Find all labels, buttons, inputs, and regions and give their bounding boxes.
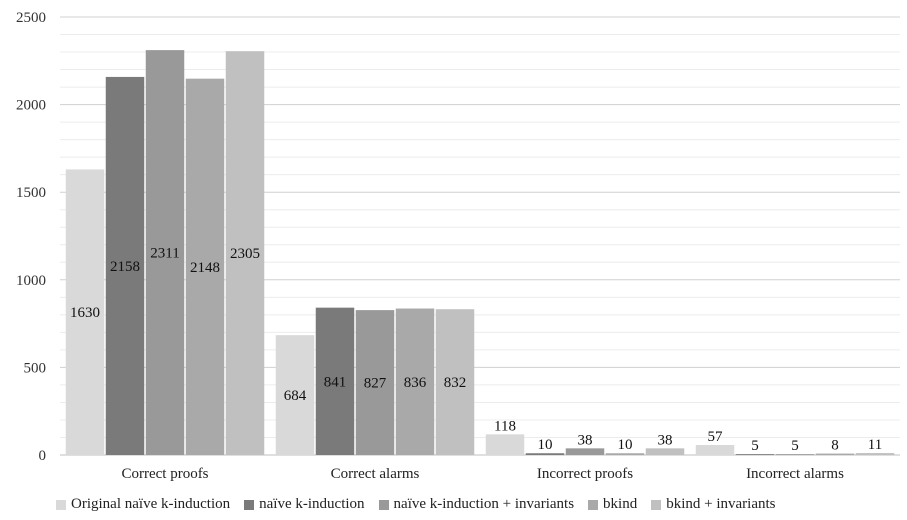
bar (565, 448, 605, 455)
data-label: 836 (404, 375, 427, 391)
bar (105, 76, 145, 456)
bar (485, 434, 525, 455)
bar (185, 78, 225, 455)
data-label: 2305 (230, 246, 260, 262)
data-label: 5 (751, 438, 759, 454)
bars (65, 50, 895, 456)
data-label: 841 (324, 374, 347, 390)
data-label: 38 (578, 432, 593, 448)
data-label: 827 (364, 376, 387, 392)
bar (695, 445, 735, 455)
y-tick-label: 1500 (16, 185, 46, 201)
legend-label: Original naïve k-induction (71, 496, 231, 512)
legend: Original naïve k-induction naïve k-induct… (56, 496, 775, 513)
bar (315, 307, 355, 455)
data-label: 10 (618, 437, 633, 453)
data-label: 832 (444, 375, 467, 391)
bar (395, 308, 435, 455)
y-tick-label: 0 (39, 448, 47, 464)
data-label: 38 (658, 432, 673, 448)
x-category-label: Incorrect alarms (746, 466, 844, 482)
bar (855, 453, 895, 455)
legend-item: naïve k-induction + invariants (378, 496, 575, 513)
bar (275, 335, 315, 455)
data-label: 1630 (70, 305, 100, 321)
legend-label: naïve k-induction + invariants (393, 496, 575, 512)
legend-swatch (588, 499, 599, 510)
bar (145, 50, 185, 456)
bar (735, 454, 775, 455)
y-tick-label: 1000 (16, 273, 46, 289)
bar (605, 453, 645, 455)
legend-swatch (56, 499, 66, 510)
bar (645, 448, 685, 455)
bar (355, 310, 395, 455)
bar (435, 309, 475, 455)
bar (225, 51, 265, 455)
legend-label: bkind (603, 496, 638, 512)
bar (775, 454, 815, 455)
y-tick-label: 2500 (16, 10, 46, 26)
x-category-label: Correct alarms (331, 466, 420, 482)
legend-swatch (244, 499, 255, 510)
legend-swatch (378, 499, 389, 510)
data-label: 118 (494, 418, 516, 434)
data-label: 8 (831, 438, 839, 454)
bar (815, 453, 855, 455)
data-label: 57 (708, 429, 724, 445)
y-tick-label: 500 (24, 360, 47, 376)
y-tick-label: 2000 (16, 98, 46, 114)
data-label: 2148 (190, 260, 220, 276)
data-label: 684 (284, 388, 307, 404)
legend-item: bkind + invariants (651, 496, 775, 513)
data-label: 2311 (150, 246, 179, 262)
data-label: 10 (538, 437, 553, 453)
legend-label: bkind + invariants (666, 496, 776, 512)
legend-item: naïve k-induction (244, 496, 365, 513)
x-category-label: Incorrect proofs (537, 466, 633, 482)
data-label: 5 (791, 438, 799, 454)
y-axis-ticks: 0 500 1000 1500 2000 2500 (16, 10, 46, 464)
x-category-label: Correct proofs (121, 466, 208, 482)
legend-item: bkind (588, 496, 637, 513)
legend-item: Original naïve k-induction (56, 496, 230, 513)
data-label: 11 (868, 437, 882, 453)
legend-label: naïve k-induction (259, 496, 365, 512)
legend-swatch (651, 499, 662, 510)
bar (65, 169, 105, 455)
data-label: 2158 (110, 259, 140, 275)
bar (525, 453, 565, 455)
x-axis-categories: Correct proofs Correct alarms Incorrect pr… (121, 466, 844, 482)
